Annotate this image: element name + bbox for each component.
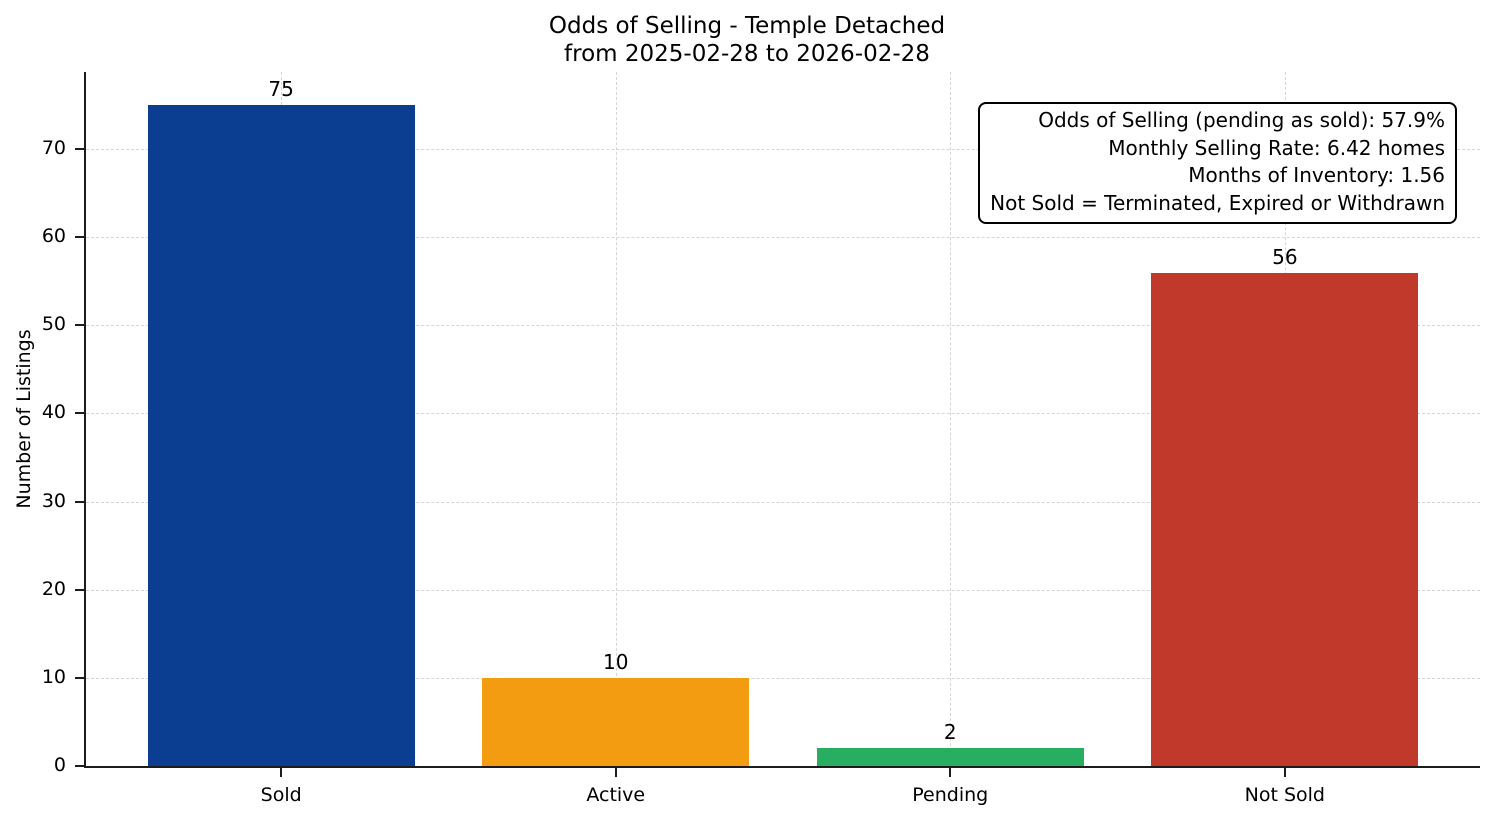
x-tick-mark xyxy=(614,768,617,777)
y-tick-mark xyxy=(75,324,84,327)
bar-not-sold xyxy=(1151,272,1419,766)
y-tick-label: 10 xyxy=(41,665,66,688)
x-tick-mark xyxy=(280,768,283,777)
gridline-horizontal xyxy=(86,325,1480,327)
y-tick-label: 40 xyxy=(41,401,66,424)
bar-active xyxy=(482,677,750,766)
y-tick-label: 60 xyxy=(41,225,66,248)
gridline-horizontal xyxy=(86,413,1480,415)
gridline-horizontal xyxy=(86,149,1480,151)
y-tick-mark xyxy=(75,148,84,151)
annotation-line-odds: Odds of Selling (pending as sold): 57.9% xyxy=(1038,108,1445,132)
x-tick-mark xyxy=(949,768,952,777)
y-tick-mark xyxy=(75,500,84,503)
x-tick-label-sold: Sold xyxy=(260,784,302,806)
bar-sold xyxy=(147,105,415,766)
y-tick-mark xyxy=(75,236,84,239)
y-tick-label: 0 xyxy=(53,754,66,776)
y-tick-mark xyxy=(75,412,84,415)
plot-area: 0 10 20 30 40 50 60 70 Sold Active Pending Not Sold… xyxy=(42,72,1480,806)
gridline-horizontal xyxy=(86,237,1480,239)
x-tick-label-active: Active xyxy=(586,784,646,806)
annotation-line-rate: Monthly Selling Rate: 6.42 homes xyxy=(1108,135,1445,160)
x-tick-mark xyxy=(1283,768,1286,777)
annotation-line-inventory: Months of Inventory: 1.56 xyxy=(1188,163,1445,188)
x-tick-label-not-sold: Not Sold xyxy=(1244,784,1325,806)
bar-pending xyxy=(816,748,1084,766)
y-tick-mark xyxy=(75,676,84,679)
chart-title-block: Odds of Selling - Temple Detached from 2… xyxy=(0,12,1494,68)
gridline-horizontal xyxy=(86,589,1480,591)
chart-title: Odds of Selling - Temple Detached xyxy=(548,13,946,39)
gridline-vertical xyxy=(950,72,952,766)
chart-subtitle: from 2025-02-28 to 2026-02-28 xyxy=(564,41,930,68)
bar-value-label: 2 xyxy=(943,720,957,745)
gridline-horizontal xyxy=(86,677,1480,679)
bar-value-label: 10 xyxy=(602,649,629,674)
y-tick-label: 70 xyxy=(41,137,66,160)
x-axis-spine xyxy=(84,766,1480,768)
gridline-vertical xyxy=(615,72,617,766)
y-axis-spine xyxy=(84,72,86,768)
x-tick-label-pending: Pending xyxy=(912,784,989,806)
y-tick-mark xyxy=(75,588,84,591)
y-tick-label: 30 xyxy=(41,489,66,512)
bar-value-label: 75 xyxy=(268,77,294,102)
gridline-horizontal xyxy=(86,501,1480,503)
bar-value-label: 56 xyxy=(1272,244,1298,269)
annotation-box: Odds of Selling (pending as sold): 57.9%… xyxy=(978,102,1457,225)
y-tick-label: 50 xyxy=(41,313,66,336)
annotation-line-notsold-def: Not Sold = Terminated, Expired or Withdr… xyxy=(990,190,1445,215)
y-tick-mark xyxy=(75,765,84,767)
y-tick-label: 20 xyxy=(41,577,66,600)
